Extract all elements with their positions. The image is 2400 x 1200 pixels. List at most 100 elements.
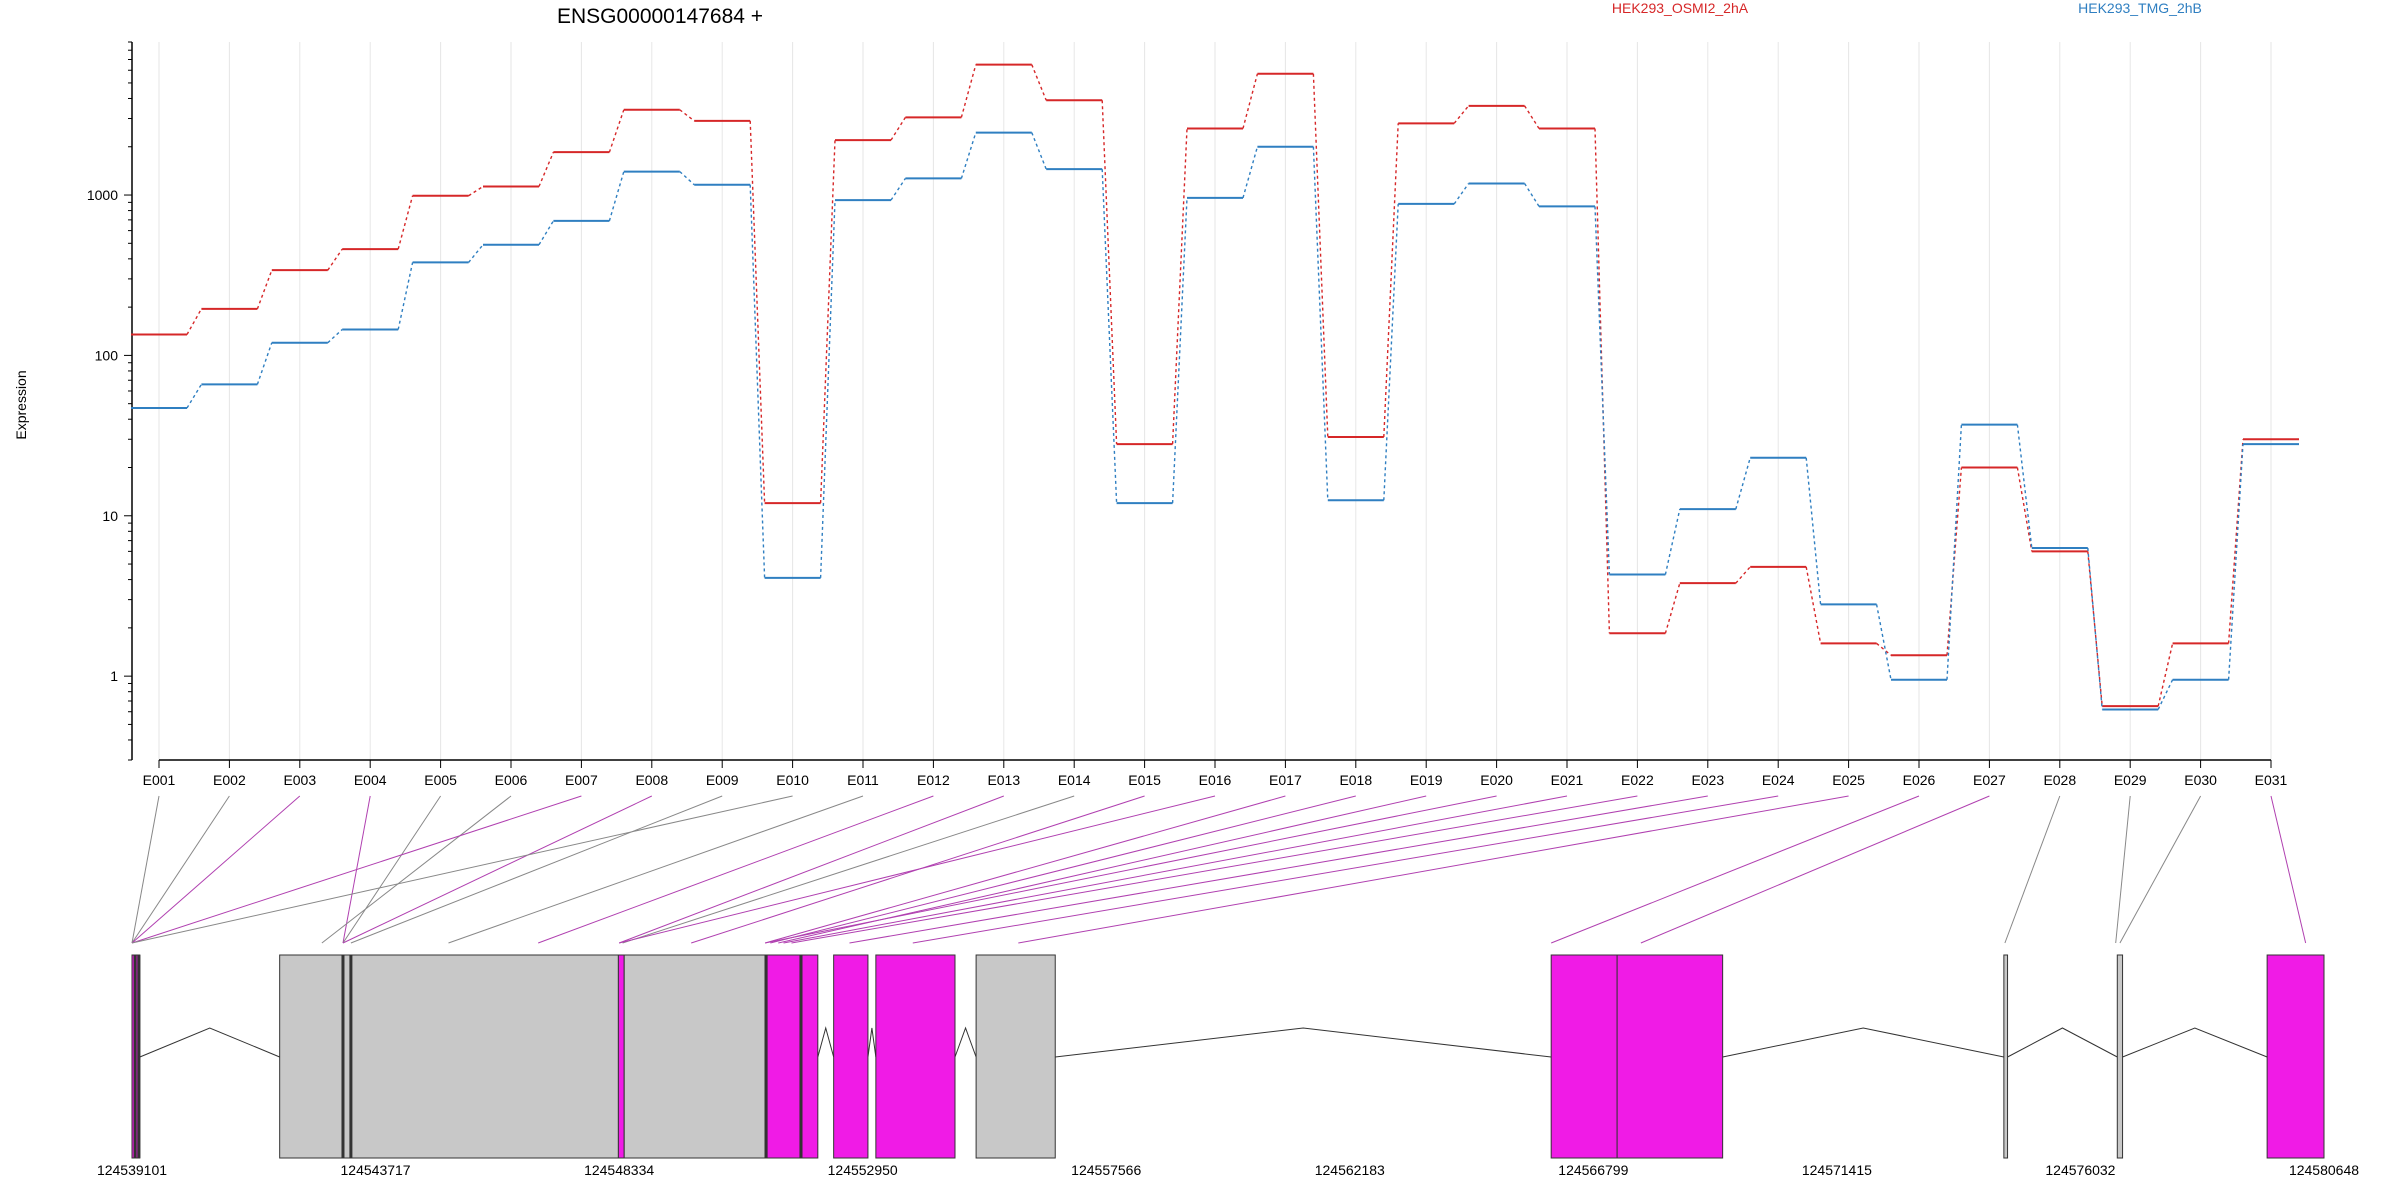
genome-coordinate-label: 124566799 [1558,1162,1628,1178]
series-1-connector [1101,100,1118,445]
intron-line [2122,1027,2268,1058]
exon-link-e029 [2115,795,2131,944]
x-tick-label-e001: E001 [143,772,176,788]
exon-link-lines [131,795,2307,944]
exon-block-highlighted [801,954,819,1159]
series-2-connector [2157,679,2174,710]
exon-block [279,954,619,1159]
intron-line [2007,1027,2118,1058]
series-1-connector [1524,105,1540,129]
x-tick-label-e027: E027 [1973,772,2006,788]
exon-block-highlighted [764,954,803,1159]
genome-coordinate-label: 124539101 [97,1162,167,1178]
exon-link-e025 [1018,795,1849,944]
exon-block-highlighted [617,954,625,1159]
series-2-connector [256,342,273,385]
series-2-connector [186,383,202,409]
series-1-connector [749,120,766,504]
vertical-gridlines [158,42,2272,760]
intron-line [817,1026,835,1058]
x-tick-label-e019: E019 [1410,772,1443,788]
series-2-connector [1453,183,1470,205]
x-tick-label-e012: E012 [917,772,950,788]
series-2-connector [2016,424,2033,549]
exon-block [2003,954,2009,1159]
x-tick-label-e022: E022 [1621,772,1654,788]
exon-link-e005 [342,795,442,944]
x-tick-label-e010: E010 [776,772,809,788]
series-1-connector [2087,551,2103,707]
series-1-connector [1031,64,1047,101]
series-2-connector [1312,146,1329,501]
series-2-connector [1946,424,1963,680]
exon-link-e024 [912,795,1779,944]
series-1-connector [1664,582,1681,634]
chart-title: ENSG00000147684 + [557,5,763,28]
exon-link-e028 [2004,795,2061,944]
x-tick-label-e029: E029 [2114,772,2147,788]
series-1-connector [468,185,484,197]
series-1-connector [1876,642,1892,656]
series-1-connector [1312,73,1329,438]
series-2-connector [1594,206,1611,575]
series-2-connector [679,171,695,186]
genome-coordinate-label: 124576032 [2045,1162,2115,1178]
exon-link-e007 [131,795,582,944]
series-2-connector [1242,146,1259,199]
genome-coordinate-axis: 124539101 124543717 124548334 124552950 1245… [97,1162,2359,1178]
series-2-connector [960,132,977,179]
series-1-connector [327,248,343,271]
series-lines [131,63,2299,711]
series-1-connector [679,109,695,122]
exon-link-e011 [448,795,864,944]
series-2-connector [1031,132,1047,170]
series-2-connector [1383,203,1399,501]
x-tick-label-e006: E006 [495,772,528,788]
exon-block [623,954,766,1159]
intron-line [1722,1027,2004,1058]
series-2-connector [1171,197,1188,504]
exon-link-e006 [321,795,512,944]
genome-coordinate-label: 124548334 [584,1162,654,1178]
genome-coordinate-label: 124562183 [1315,1162,1385,1178]
series-2-connector [1875,604,1892,680]
x-tick-label-e004: E004 [354,772,387,788]
x-tick-label-e023: E023 [1691,772,1724,788]
gene-model [131,954,2325,1159]
series-1-connector [1735,566,1751,584]
exon-link-e002 [131,795,230,944]
series-1-connector [890,116,906,141]
series-1-connector [397,195,414,250]
exon-link-e014 [622,795,1075,944]
series-2-connector [1101,169,1118,504]
series-1-connector [1171,128,1188,445]
series-2-connector [749,184,766,578]
series-2-connector [397,262,414,330]
series-1-connector [1242,73,1259,129]
exon-link-e001 [131,795,160,944]
exon-block-highlighted [833,954,869,1159]
exon-link-e023 [849,795,1708,944]
legend-entry-series-1: HEK293_OSMI2_2hA [1612,0,1749,16]
series-1-connector [2016,467,2033,552]
exon-block-highlighted [875,954,956,1159]
exon-link-e008 [342,795,653,944]
x-tick-label-e009: E009 [706,772,739,788]
exon-link-e012 [538,795,934,944]
series-1-connector [1805,566,1822,644]
series-2-connector [2227,444,2244,680]
series-2-connector [1805,457,1822,605]
series-1-connector [1453,105,1470,124]
y-tick-label: 100 [95,347,119,363]
x-tick-label-e017: E017 [1269,772,1302,788]
exon-link-e022 [791,795,1638,944]
series-2-connector [538,220,554,246]
exon-block [975,954,1056,1159]
series-1-connector [2157,643,2174,707]
exon-block [2116,954,2124,1159]
x-tick-label-e026: E026 [1903,772,1936,788]
x-tick-label-e015: E015 [1128,772,1161,788]
x-tick-label-e002: E002 [213,772,246,788]
series-2 [131,131,2299,711]
